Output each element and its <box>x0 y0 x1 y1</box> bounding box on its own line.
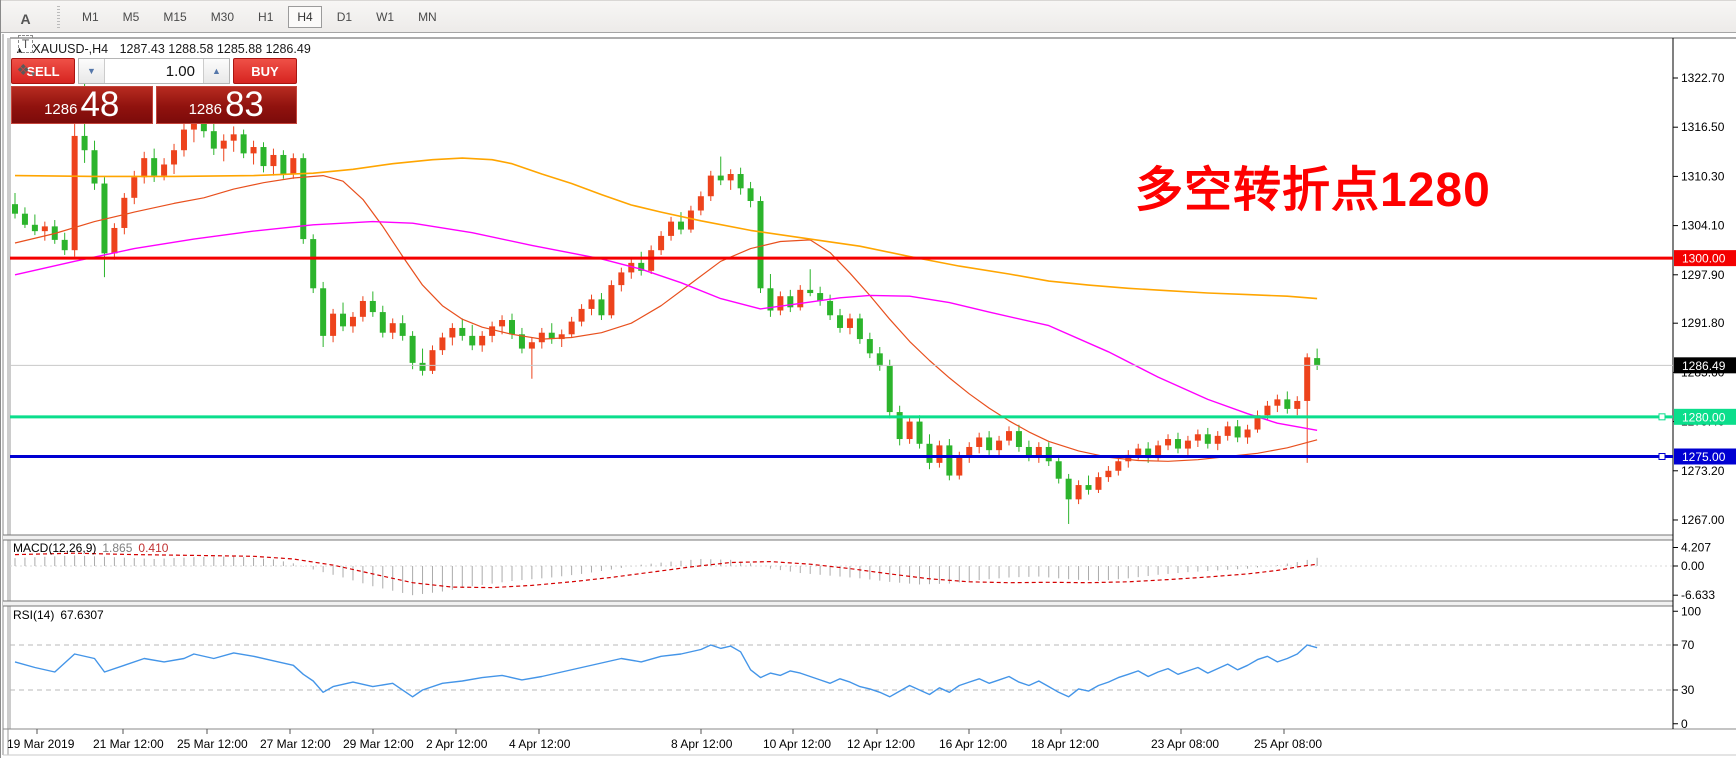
svg-text:27 Mar 12:00: 27 Mar 12:00 <box>260 737 331 751</box>
macd-main-value: 1.865 <box>102 541 133 555</box>
svg-text:21 Mar 12:00: 21 Mar 12:00 <box>93 737 164 751</box>
svg-text:1300.00: 1300.00 <box>1682 252 1726 266</box>
svg-text:0: 0 <box>1681 717 1688 731</box>
svg-text:23 Apr 08:00: 23 Apr 08:00 <box>1151 737 1219 751</box>
timeframe-button-h1[interactable]: H1 <box>249 6 282 28</box>
svg-text:2 Apr 12:00: 2 Apr 12:00 <box>426 737 488 751</box>
rsi-name: RSI(14) <box>13 608 55 622</box>
svg-text:1297.90: 1297.90 <box>1681 268 1725 282</box>
collapse-icon[interactable]: ▲ <box>15 45 24 55</box>
hline-handle <box>1658 452 1666 460</box>
svg-text:25 Mar 12:00: 25 Mar 12:00 <box>177 737 248 751</box>
ma-fast <box>14 175 1318 462</box>
svg-text:1322.70: 1322.70 <box>1681 71 1725 85</box>
timeframe-button-m1[interactable]: M1 <box>73 6 108 28</box>
symbol-name: XAUUSD-,H4 <box>32 42 109 56</box>
svg-text:100: 100 <box>1681 604 1701 618</box>
svg-text:18 Apr 12:00: 18 Apr 12:00 <box>1031 737 1099 751</box>
arrange-shapes-icon[interactable]: ❖ ▾ <box>11 56 41 82</box>
chart-annotation[interactable]: 多空转折点1280 <box>1135 164 1491 217</box>
svg-text:0.00: 0.00 <box>1681 559 1705 573</box>
price-badge <box>1674 408 1736 425</box>
hline-handle <box>1658 413 1666 421</box>
svg-text:19 Mar 2019: 19 Mar 2019 <box>7 737 75 751</box>
svg-text:-6.633: -6.633 <box>1681 588 1715 602</box>
one-click-trading-widget: SELL ▼ ▲ BUY 1286 48 1286 83 <box>11 58 297 124</box>
volume-stepper: ▼ ▲ <box>78 58 230 84</box>
volume-input[interactable] <box>105 59 203 83</box>
svg-text:1280.00: 1280.00 <box>1682 410 1726 424</box>
svg-text:1310.30: 1310.30 <box>1681 169 1725 183</box>
macd-signal-value: 0.410 <box>138 541 169 555</box>
svg-text:12 Apr 12:00: 12 Apr 12:00 <box>847 737 915 751</box>
ohlc-values: 1287.43 1288.58 1285.88 1286.49 <box>119 42 311 56</box>
buy-price-big: 83 <box>224 85 264 124</box>
svg-text:29 Mar 12:00: 29 Mar 12:00 <box>343 737 414 751</box>
timeframe-group: M1 M5 M15 M30 H1 H4 D1 W1 MN <box>70 5 449 28</box>
timeframe-button-mn[interactable]: MN <box>409 6 446 28</box>
svg-text:8 Apr 12:00: 8 Apr 12:00 <box>671 737 733 751</box>
price-badge <box>1674 250 1736 267</box>
svg-text:4.207: 4.207 <box>1681 540 1711 554</box>
buy-price-panel[interactable]: 1286 83 <box>155 85 297 124</box>
svg-text:1291.80: 1291.80 <box>1681 316 1725 330</box>
svg-text:1275.00: 1275.00 <box>1682 450 1726 464</box>
svg-text:30: 30 <box>1681 683 1695 697</box>
text-box-icon[interactable]: T <box>11 30 41 56</box>
svg-text:25 Apr 08:00: 25 Apr 08:00 <box>1254 737 1322 751</box>
timeframe-button-d1[interactable]: D1 <box>328 6 361 28</box>
svg-text:1273.20: 1273.20 <box>1681 464 1725 478</box>
sell-button[interactable]: SELL <box>11 58 75 84</box>
buy-button[interactable]: BUY <box>233 58 297 84</box>
price-badge <box>1674 448 1736 465</box>
buy-price-small: 1286 <box>188 101 222 118</box>
time-axis: 19 Mar 2019 21 Mar 12:00 25 Mar 12:00 27 Ma… <box>7 729 1322 751</box>
svg-text:1304.10: 1304.10 <box>1681 219 1725 233</box>
rsi-line <box>14 644 1318 698</box>
drawing-tools-group: ⫽E⊞FAT❖▾ <box>11 0 43 82</box>
rsi-indicator-label: RSI(14) 67.6307 <box>13 608 104 622</box>
timeframe-button-h4[interactable]: H4 <box>288 5 322 28</box>
timeframe-button-m30[interactable]: M30 <box>202 6 243 28</box>
volume-increase-button[interactable]: ▲ <box>203 59 229 83</box>
rsi-value: 67.6307 <box>60 608 104 622</box>
svg-text:4 Apr 12:00: 4 Apr 12:00 <box>509 737 571 751</box>
sell-price-big: 48 <box>80 85 120 124</box>
timeframe-button-m5[interactable]: M5 <box>114 6 149 28</box>
svg-text:1316.50: 1316.50 <box>1681 120 1725 134</box>
ma-mid <box>14 220 1318 431</box>
volume-decrease-button[interactable]: ▼ <box>79 59 105 83</box>
macd-panel: 4.207 0.00 -6.633 <box>10 540 1715 602</box>
macd-indicator-label: MACD(12,26,9) 1.865 0.410 <box>13 541 168 555</box>
toolbar-separator <box>57 5 60 28</box>
svg-text:10 Apr 12:00: 10 Apr 12:00 <box>763 737 831 751</box>
svg-text:1267.00: 1267.00 <box>1681 513 1725 527</box>
timeframe-button-m15[interactable]: M15 <box>154 6 195 28</box>
svg-text:70: 70 <box>1681 638 1695 652</box>
svg-text:1286.49: 1286.49 <box>1682 359 1726 373</box>
macd-name: MACD(12,26,9) <box>13 541 97 555</box>
rsi-panel: 100 70 30 0 <box>10 604 1701 731</box>
text-label-icon[interactable]: A <box>11 4 41 30</box>
price-badge <box>1674 357 1736 374</box>
sell-price-small: 1286 <box>44 101 78 118</box>
symbol-header: ▲ XAUUSD-,H4 1287.43 1288.58 1285.88 128… <box>15 42 311 56</box>
timeframe-button-w1[interactable]: W1 <box>367 6 403 28</box>
ma-slow <box>14 157 1318 300</box>
svg-text:16 Apr 12:00: 16 Apr 12:00 <box>939 737 1007 751</box>
sell-price-panel[interactable]: 1286 48 <box>11 86 153 124</box>
